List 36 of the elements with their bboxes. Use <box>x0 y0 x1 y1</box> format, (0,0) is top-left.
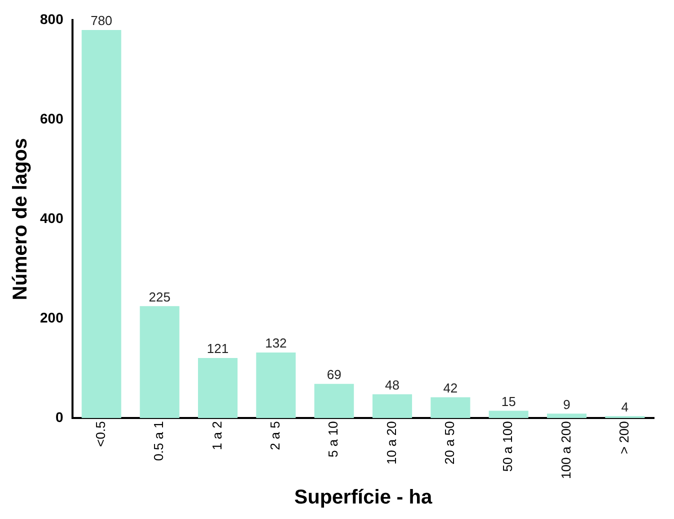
x-tick-label: 20 a 50 <box>442 421 458 465</box>
data-label: 48 <box>385 377 400 392</box>
bar <box>546 414 587 418</box>
bar <box>372 394 412 418</box>
data-label: 4 <box>621 399 629 414</box>
data-label: 69 <box>326 366 342 382</box>
bar <box>140 306 180 418</box>
data-label: 15 <box>501 394 516 409</box>
x-tick-label: 100 a 200 <box>558 421 574 480</box>
x-tick-label: <0.5 <box>93 421 108 447</box>
data-label: 42 <box>443 380 458 396</box>
x-tick-label: > 200 <box>616 421 632 454</box>
bar <box>314 384 354 418</box>
data-label: 9 <box>563 396 570 412</box>
data-label: 225 <box>148 289 170 304</box>
bar <box>430 397 470 418</box>
x-tick-label: 1 a 2 <box>209 421 224 450</box>
bar <box>198 358 238 418</box>
y-axis-title: Número de lagos <box>10 138 32 300</box>
y-tick-label: 0 <box>56 409 64 426</box>
y-tick-label: 600 <box>40 110 64 126</box>
x-tick-label: 0.5 a 1 <box>151 421 166 461</box>
data-label: 780 <box>90 13 112 28</box>
x-tick-label: 5 a 10 <box>326 421 341 458</box>
bar <box>256 352 296 418</box>
x-tick-label: 10 a 20 <box>384 421 399 465</box>
x-axis-title: Superfície - ha <box>294 486 433 509</box>
data-label: 132 <box>265 336 287 351</box>
y-tick-label: 400 <box>40 210 64 226</box>
bar <box>488 410 528 418</box>
data-label: 121 <box>206 341 229 356</box>
y-tick-label: 200 <box>40 309 64 326</box>
bar <box>82 30 122 418</box>
x-tick-label: 2 a 5 <box>268 421 283 450</box>
x-tick-label: 50 a 100 <box>500 421 516 472</box>
y-tick-label: 800 <box>40 10 64 27</box>
